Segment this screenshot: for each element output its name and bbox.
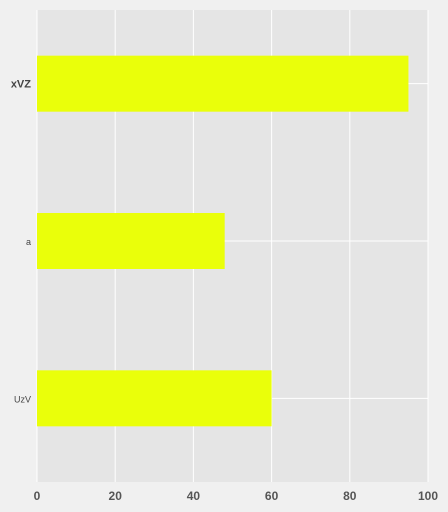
bar-uzv [37,370,272,427]
bars [37,55,409,427]
y-category-label: UzV [14,394,31,404]
x-tick-label: 60 [265,489,279,503]
x-tick-label: 0 [34,489,41,503]
y-category-label: a [26,237,31,247]
x-axis-tick-labels: 0 20 40 60 80 100 [34,489,439,503]
x-tick-label: 80 [343,489,357,503]
y-category-label: xVZ [11,79,31,91]
x-tick-label: 40 [187,489,201,503]
bar-xvz [37,55,409,112]
y-axis-category-labels: xVZ a UzV [11,79,31,405]
x-tick-label: 100 [418,489,438,503]
bar-a [37,213,225,269]
x-tick-label: 20 [109,489,123,503]
